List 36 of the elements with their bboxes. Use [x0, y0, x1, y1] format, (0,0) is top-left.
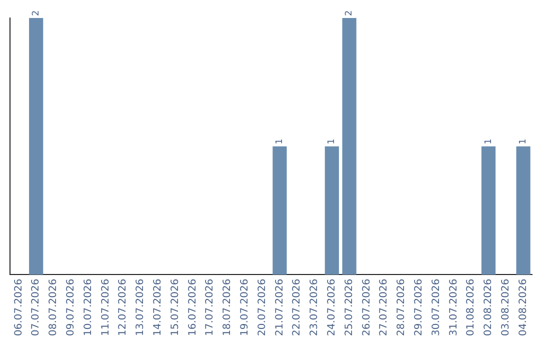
x-tick-label: 01.08.2026	[466, 278, 477, 336]
x-tick-label: 09.07.2026	[65, 278, 76, 336]
data-label: 1	[518, 138, 529, 144]
data-label: 2	[344, 10, 355, 16]
x-tick-label: 14.07.2026	[152, 278, 164, 336]
data-label: 2	[31, 10, 42, 16]
x-tick-label: 03.08.2026	[500, 278, 512, 336]
x-tick-label: 02.08.2026	[483, 278, 494, 336]
x-tick-label: 07.07.2026	[30, 278, 42, 336]
x-tick-label: 23.07.2026	[309, 278, 320, 336]
x-tick-label: 31.07.2026	[448, 278, 460, 336]
x-tick-label: 26.07.2026	[361, 278, 372, 336]
x-tick-label: 11.07.2026	[100, 278, 112, 336]
x-tick-label: 17.07.2026	[204, 278, 216, 336]
x-tick-label: 19.07.2026	[239, 278, 250, 336]
x-tick-label: 08.07.2026	[48, 278, 60, 336]
x-tick-label: 18.07.2026	[222, 278, 234, 336]
x-tick-label: 28.07.2026	[396, 278, 408, 336]
data-label: 1	[327, 138, 338, 144]
x-tick-label: 30.07.2026	[430, 278, 442, 336]
x-tick-label: 10.07.2026	[82, 278, 94, 336]
x-tick-label: 29.07.2026	[413, 278, 424, 336]
x-tick-label: 22.07.2026	[292, 278, 303, 336]
x-tick-label: 15.07.2026	[170, 278, 181, 336]
x-tick-label: 04.08.2026	[518, 278, 529, 336]
x-tick-label: 13.07.2026	[135, 278, 146, 336]
x-tick-label: 06.07.2026	[13, 278, 24, 336]
x-tick-label: 12.07.2026	[118, 278, 129, 336]
data-label: 1	[484, 138, 494, 144]
data-label: 1	[275, 138, 286, 144]
x-tick-label: 25.07.2026	[344, 278, 355, 336]
x-tick-label: 20.07.2026	[256, 278, 268, 336]
x-tick-label: 21.07.2026	[274, 278, 286, 336]
x-tick-label: 27.07.2026	[378, 278, 390, 336]
x-tick-label: 24.07.2026	[326, 278, 338, 336]
x-tick-label: 16.07.2026	[187, 278, 198, 336]
